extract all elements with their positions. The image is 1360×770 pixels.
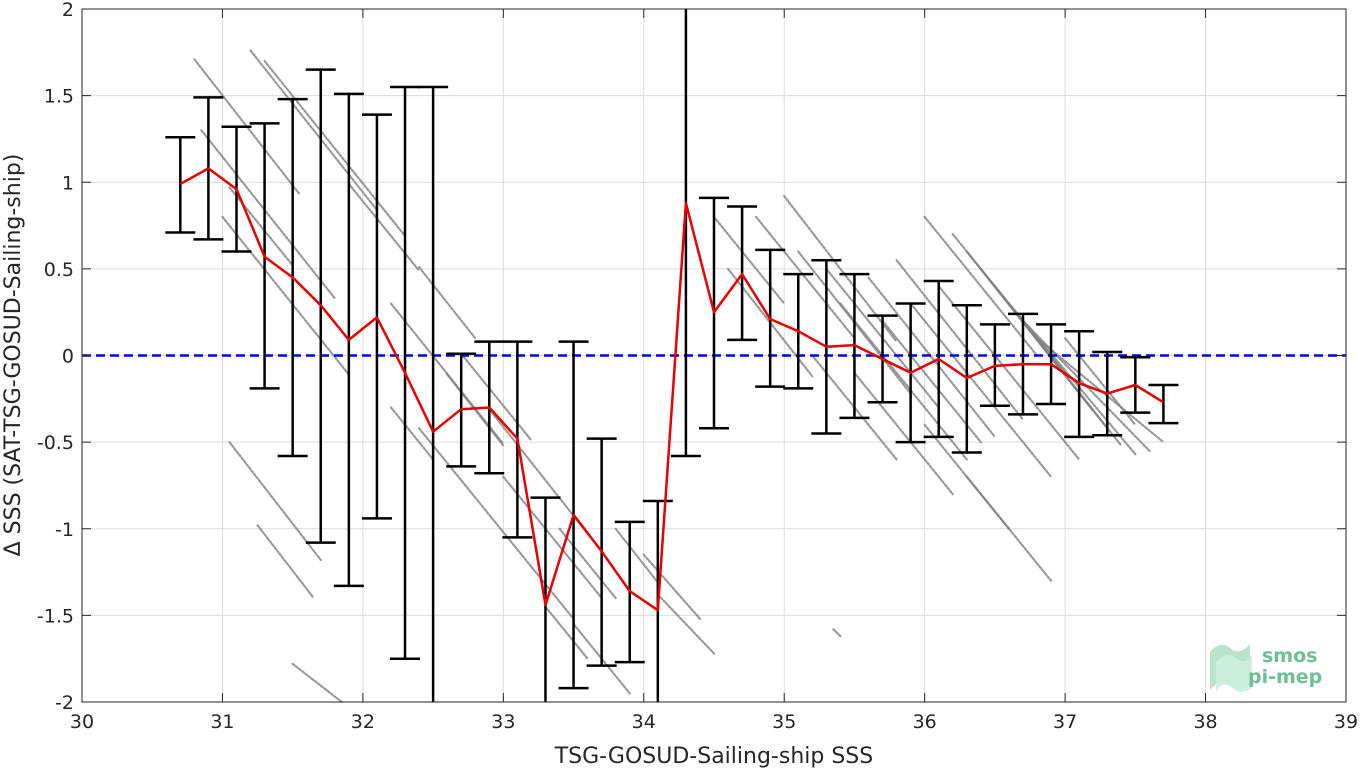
data-point-streak — [895, 259, 1025, 421]
data-point-streak — [200, 129, 336, 300]
data-point-streak — [291, 662, 343, 704]
data-point-streak — [783, 195, 898, 343]
x-tick-label: 36 — [913, 711, 937, 733]
x-tick-label: 31 — [210, 711, 234, 733]
data-point-streak — [389, 406, 435, 461]
data-point-streak — [417, 427, 575, 620]
data-point-streak — [853, 371, 954, 496]
x-tick-label: 32 — [351, 711, 375, 733]
ticks — [81, 8, 1347, 703]
data-point-streak — [712, 215, 786, 305]
x-tick-label: 34 — [632, 711, 656, 733]
x-tick-label: 38 — [1193, 711, 1217, 733]
y-tick-label: 0 — [62, 346, 74, 368]
data-point-streak — [965, 475, 1053, 582]
data-point-streak — [909, 302, 1053, 478]
y-tick-label: -1.5 — [37, 605, 74, 627]
data-point-streak — [937, 285, 1081, 461]
y-tick-labels: 2 1.5 1 0.5 0 -0.5 -1 -1.5 -2 — [37, 0, 74, 714]
y-tick-label: 2 — [62, 0, 74, 21]
mean-line-path — [179, 167, 1165, 612]
y-tick-label: -1 — [55, 519, 74, 541]
data-point-streak — [544, 605, 589, 660]
logo-text-smos: smos — [1262, 645, 1317, 667]
x-tick-label: 30 — [70, 711, 94, 733]
data-point-streak — [755, 215, 856, 340]
x-tick-label: 37 — [1053, 711, 1077, 733]
data-point-streak — [417, 266, 477, 340]
data-point-streak — [881, 319, 982, 444]
data-point-streak — [256, 524, 315, 600]
x-tick-label: 39 — [1334, 711, 1358, 733]
data-point-streak — [656, 593, 716, 655]
x-tick-labels: 30 31 32 33 34 35 36 37 38 39 — [70, 711, 1358, 733]
data-point-streak — [389, 302, 505, 445]
data-point-streak — [221, 215, 350, 376]
data-point-streak — [502, 475, 603, 600]
logo-wave-icon-2 — [1216, 654, 1252, 692]
mean-line — [179, 167, 1165, 612]
y-tick-label: -0.5 — [37, 432, 74, 454]
x-axis-label: TSG-GOSUD-Sailing-ship SSS — [554, 744, 874, 769]
data-point-streak — [347, 182, 421, 272]
y-tick-label: 1 — [62, 172, 74, 194]
y-axis-label: Δ SSS (SAT-TSG-GOSUD-Sailing-ship) — [1, 154, 26, 557]
data-point-streak — [642, 553, 702, 620]
data-point-streak — [1064, 337, 1137, 426]
y-tick-label: 1.5 — [44, 86, 74, 108]
data-point-streak — [460, 352, 533, 442]
data-point-streak — [249, 49, 379, 212]
data-point-streak — [839, 302, 968, 461]
data-point-streak — [263, 59, 407, 238]
logo-text-pi-mep: pi-mep — [1248, 666, 1322, 688]
data-point-streak — [614, 527, 659, 584]
data-point-streak — [558, 527, 617, 600]
x-tick-label: 33 — [491, 711, 515, 733]
y-tick-label: -2 — [55, 692, 74, 714]
x-tick-label: 35 — [772, 711, 796, 733]
data-point-streak — [832, 628, 842, 638]
data-point-streak — [228, 441, 322, 562]
data-point-streak — [867, 276, 996, 439]
smos-pi-mep-logo: smos pi-mep — [1210, 644, 1322, 692]
y-tick-label: 0.5 — [44, 259, 74, 281]
data-point-streak — [923, 215, 1039, 357]
